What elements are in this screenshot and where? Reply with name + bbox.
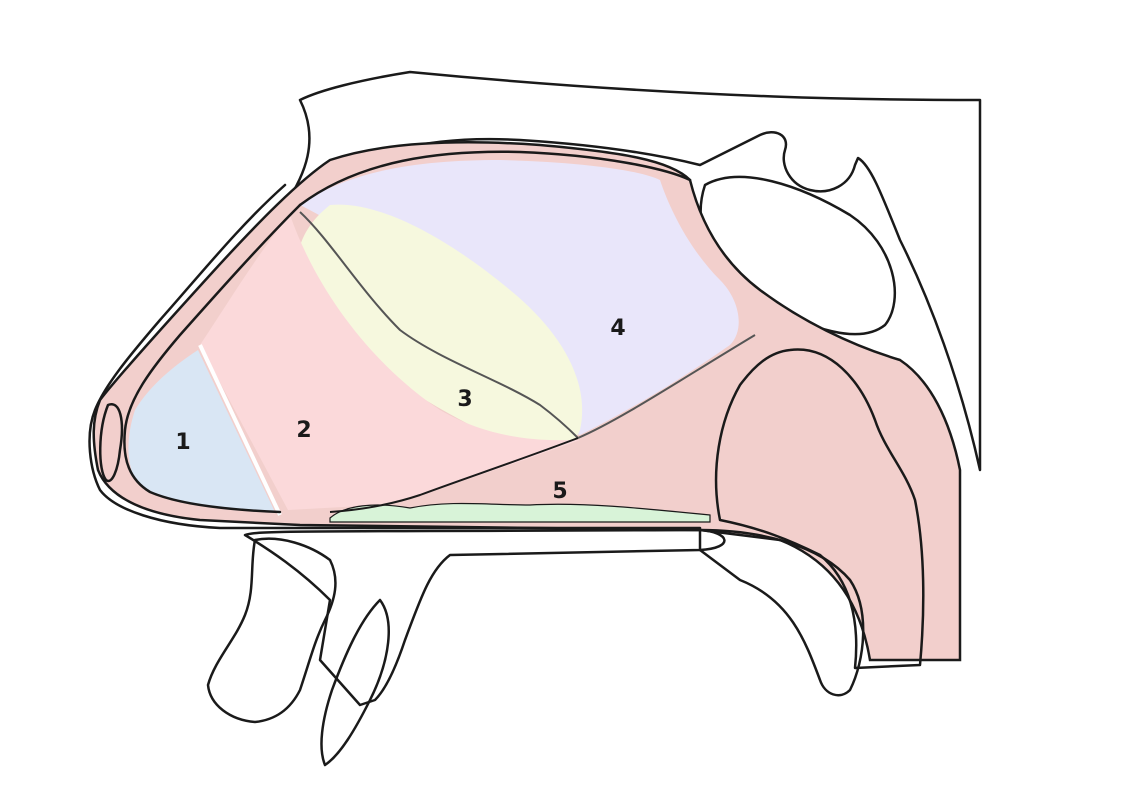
adenoid <box>714 348 925 670</box>
zone-label-1: 1 <box>175 430 190 455</box>
zone-label-5: 5 <box>552 479 567 504</box>
upper-lip <box>206 537 337 724</box>
nasal-inner-outline <box>123 203 302 514</box>
zone-divider-line <box>299 211 579 439</box>
zone-1-2-divider <box>198 344 282 516</box>
zone-1-region <box>128 350 275 512</box>
nasal-dorsum-outline <box>298 150 692 207</box>
zone-label-3: 3 <box>457 387 472 412</box>
incisor-tooth <box>320 598 390 767</box>
zone-5-region <box>329 502 711 523</box>
vestibule-edge <box>98 403 124 483</box>
zone-label-2: 2 <box>296 418 311 443</box>
zone-lower-boundary <box>577 334 756 439</box>
nasal-outer-outline <box>88 183 702 530</box>
palate-bone <box>243 528 726 707</box>
zone-2-region <box>200 215 580 510</box>
zone-3-region <box>296 204 583 449</box>
zone-2-lower-edge <box>329 437 579 513</box>
zone-label-4: 4 <box>610 316 625 341</box>
